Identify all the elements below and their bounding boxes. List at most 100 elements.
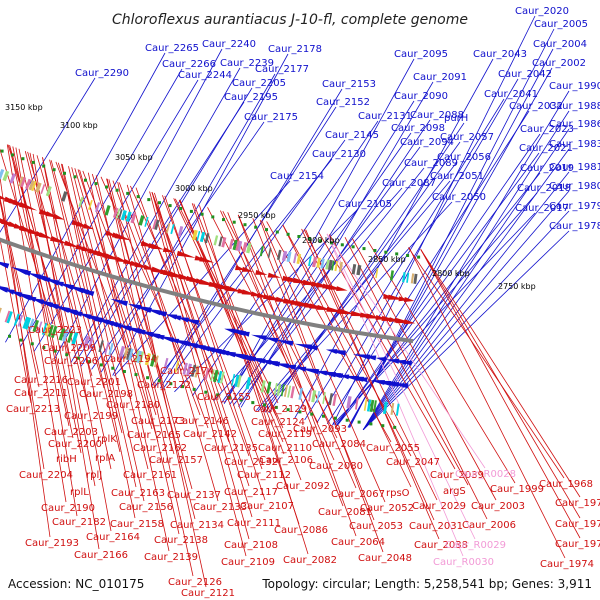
gene-function-stripe: [196, 230, 201, 241]
gene-function-stripe: [40, 184, 46, 195]
top-gene-label: Caur_2154: [270, 171, 324, 182]
map-title: Chloroflexus aurantiacus J-10-fl, comple…: [112, 12, 468, 28]
gene-function-stripe: [25, 317, 32, 330]
gene-function-stripe: [112, 207, 119, 218]
gene-function-stripe: [338, 261, 343, 273]
top-connector: [326, 110, 530, 425]
top-gene-label: Caur_2050: [432, 192, 486, 203]
bottom-gene-label: Caur_2158: [110, 519, 164, 530]
gene-arrow: [151, 334, 165, 340]
gene-arrow: [263, 337, 279, 343]
top-gene-label: Caur_1983: [549, 139, 600, 150]
gene-arrow: [10, 266, 29, 275]
bottom-gene-label: ribH: [56, 454, 77, 465]
bottom-connector: [408, 247, 566, 559]
bottom-gene-label: rpsO: [386, 488, 410, 499]
rna-gene-label: Caur_R0028: [455, 469, 516, 480]
top-gene-label: Caur_2244: [178, 70, 232, 81]
marker-dot: [251, 401, 255, 405]
gene-function-stripe: [234, 374, 240, 387]
bottom-connector: [179, 199, 285, 455]
bottom-gene-label: Caur_2112: [237, 470, 291, 481]
bottom-connector: [12, 146, 74, 439]
gene-function-stripe: [311, 390, 317, 403]
bottom-connector: [126, 184, 219, 502]
gene-function-stripe: [6, 311, 13, 324]
gene-function-stripe: [276, 383, 282, 396]
marker-dot: [8, 334, 11, 338]
top-gene-label: Caur_2240: [202, 39, 256, 50]
scale-tick-label: 3000 kbp: [175, 184, 213, 193]
gene-function-stripe: [120, 210, 127, 221]
top-connector: [114, 180, 291, 377]
gene-function-stripe: [20, 177, 27, 188]
top-gene-label: Caur_2266: [162, 59, 216, 70]
gene-function-stripe: [130, 212, 137, 224]
gene-function-stripe: [395, 403, 400, 416]
gene-function-stripe: [245, 377, 252, 390]
gene-function-stripe: [331, 260, 335, 271]
bottom-connector: [0, 174, 51, 538]
marker-dot: [384, 250, 388, 254]
bottom-gene-label: Caur_2139: [144, 552, 198, 563]
gene-arrow: [21, 294, 33, 301]
bottom-gene-label: Caur_2206: [44, 356, 98, 367]
gene-function-stripe: [71, 332, 79, 345]
gene-arrow: [224, 328, 244, 336]
gene-function-stripe: [13, 313, 20, 326]
gene-function-stripe: [210, 369, 215, 382]
bottom-gene-label: Caur_2180: [106, 400, 160, 411]
top-gene-label: Caur_2098: [391, 123, 445, 134]
gene-function-stripe: [220, 371, 225, 384]
gene-arrow: [267, 272, 282, 278]
bottom-gene-label: Caur_2124: [251, 417, 305, 428]
marker-dot: [73, 175, 77, 179]
gene-arrow: [104, 321, 119, 328]
gene-function-stripe: [28, 318, 35, 331]
bottom-connector: [108, 179, 196, 520]
marker-dot: [84, 178, 87, 182]
top-gene-label: Caur_2004: [533, 39, 587, 50]
bottom-gene-label: Caur_2190: [41, 503, 95, 514]
gene-function-stripe: [118, 345, 126, 359]
marker-dot: [232, 220, 236, 224]
bottom-gene-label: Caur_2138: [154, 535, 208, 546]
gene-arrow: [363, 355, 377, 361]
gene-arrow: [304, 345, 318, 351]
gene-arrow: [59, 307, 78, 316]
gene-arrow: [253, 358, 266, 364]
bottom-gene-label: Caur_2137: [167, 490, 221, 501]
bottom-gene-label: Caur_2067: [331, 489, 385, 500]
gene-arrow: [19, 202, 38, 211]
gene-function-stripe: [308, 389, 312, 402]
marker-dot: [369, 422, 373, 426]
top-gene-label: Caur_2089: [404, 158, 458, 169]
gene-function-stripe: [389, 270, 394, 281]
gene-arrow: [82, 223, 95, 230]
top-gene-label: Caur_2051: [430, 171, 484, 182]
marker-dot: [99, 363, 103, 367]
gene-arrow: [67, 309, 79, 316]
bottom-gene-label: Caur_2182: [52, 517, 106, 528]
bottom-connector: [261, 220, 386, 503]
top-gene-label: Caur_2095: [394, 49, 448, 60]
gene-arrow: [169, 339, 189, 346]
bottom-gene-label: Caur_2163: [111, 488, 165, 499]
gene-function-stripe: [296, 253, 302, 265]
gene-function-stripe: [217, 370, 223, 384]
top-gene-label: Caur_2090: [394, 91, 448, 102]
gene-function-stripe: [83, 335, 90, 349]
bottom-connector: [420, 249, 581, 498]
bottom-connector: [0, 199, 40, 388]
top-gene-label: purH: [444, 113, 468, 124]
gene-function-stripe: [281, 250, 288, 262]
bottom-gene-label: Caur_2081: [318, 507, 372, 518]
gene-function-stripe: [47, 324, 54, 337]
gene-arrow: [81, 314, 99, 322]
top-gene-label: Caur_2290: [75, 68, 129, 79]
gene-arrow: [241, 266, 254, 272]
gene-function-stripe: [213, 235, 219, 246]
marker-dot: [19, 338, 23, 342]
gene-function-stripe: [190, 364, 197, 377]
bottom-gene-label: Caur_2155: [197, 392, 251, 403]
